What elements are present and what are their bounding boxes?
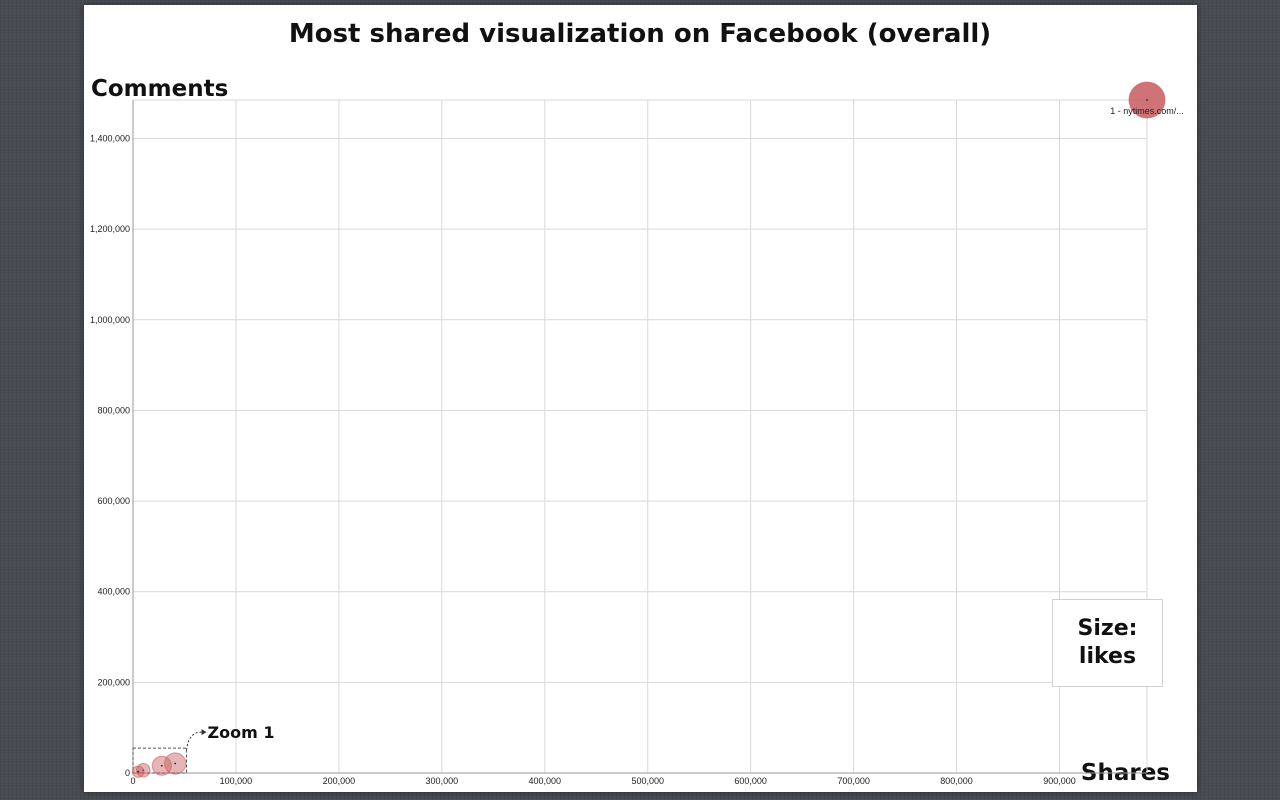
- zoom-box[interactable]: [132, 747, 188, 774]
- size-legend-label: Size:: [1077, 616, 1138, 641]
- x-tick-label: 900,000: [1043, 776, 1076, 786]
- y-tick-label: 200,000: [97, 677, 130, 687]
- data-point-center: [1146, 99, 1148, 101]
- size-legend: Size: likes: [1052, 599, 1163, 687]
- y-tick-label: 800,000: [97, 405, 130, 415]
- x-tick-label: 500,000: [631, 776, 664, 786]
- zoom-label[interactable]: Zoom 1: [208, 723, 275, 742]
- scatter-chart: Most shared visualization on Facebook (o…: [90, 19, 1184, 786]
- x-tick-label: 400,000: [529, 776, 562, 786]
- x-tick-label: 0: [130, 776, 135, 786]
- y-tick-label: 400,000: [97, 587, 130, 597]
- y-axis-title: Comments: [91, 76, 228, 102]
- axis-layer: 0 100,000 200,000 300,000 400,000 500,000 600,…: [90, 100, 1147, 786]
- zoom-layer[interactable]: Zoom 1: [132, 723, 275, 774]
- zoom-arrowhead-icon: [201, 729, 207, 736]
- y-tick-label: 1,400,000: [90, 134, 130, 144]
- zoom-connector: [186, 731, 202, 751]
- chart-title: Most shared visualization on Facebook (o…: [289, 19, 991, 49]
- x-tick-label: 700,000: [837, 776, 870, 786]
- x-tick-label: 300,000: [426, 776, 459, 786]
- size-legend-measure: likes: [1078, 644, 1137, 669]
- y-tick-label: 1,200,000: [90, 224, 130, 234]
- x-tick-label: 600,000: [734, 776, 767, 786]
- chart-panel: Most shared visualization on Facebook (o…: [84, 5, 1197, 792]
- data-point-label: 1 - nytimes.com/...: [1110, 106, 1184, 116]
- x-tick-label: 100,000: [220, 776, 253, 786]
- y-tick-label: 0: [125, 768, 130, 778]
- x-tick-label: 800,000: [940, 776, 973, 786]
- data-point-center: [174, 762, 177, 765]
- x-tick-label: 200,000: [323, 776, 356, 786]
- data-point-center: [137, 770, 140, 773]
- points-layer: 1 - nytimes.com/...: [131, 81, 1184, 778]
- data-point-center: [160, 764, 163, 767]
- grid-layer: [132, 99, 1148, 774]
- y-tick-label: 600,000: [97, 496, 130, 506]
- y-tick-label: 1,000,000: [90, 315, 130, 325]
